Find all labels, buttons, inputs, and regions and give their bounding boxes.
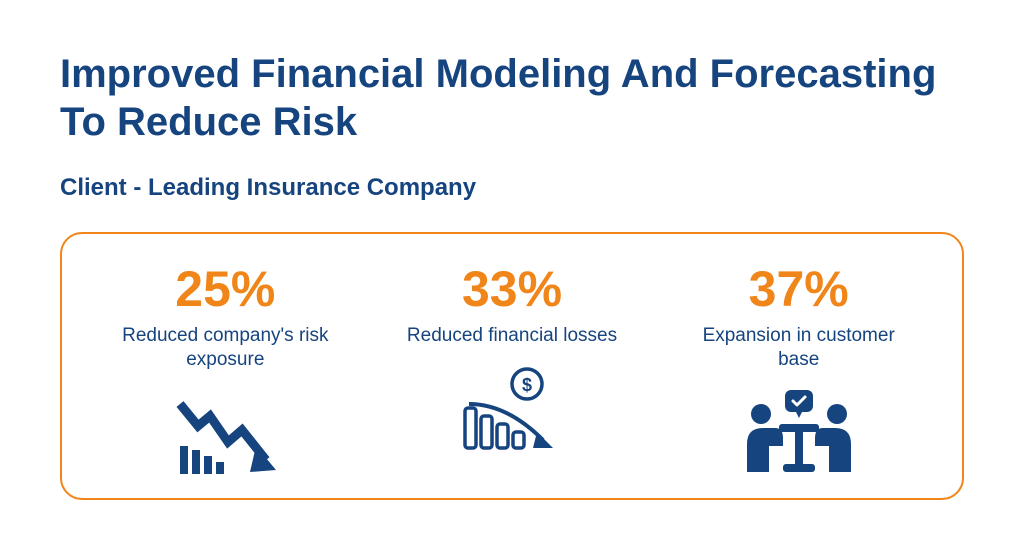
chart-dollar-icon: $ [457, 362, 567, 454]
stat-label: Expansion in customer base [689, 324, 909, 372]
stat-value: 33% [462, 264, 562, 314]
stat-label: Reduced company's risk exposure [115, 324, 335, 372]
meeting-icon [739, 386, 859, 478]
stat-risk-exposure: 25% Reduced company's risk exposure [82, 264, 369, 478]
client-subtitle: Client - Leading Insurance Company [60, 174, 964, 202]
declining-chart-icon [170, 386, 280, 478]
stat-value: 37% [749, 264, 849, 314]
svg-text:$: $ [522, 375, 532, 395]
stat-value: 25% [175, 264, 275, 314]
stat-label: Reduced financial losses [407, 324, 617, 348]
stat-financial-losses: 33% Reduced financial losses $ [369, 264, 656, 454]
stat-customer-base: 37% Expansion in customer base [655, 264, 942, 478]
page-title: Improved Financial Modeling And Forecast… [60, 50, 964, 146]
stats-box: 25% Reduced company's risk exposure 33% … [60, 232, 964, 500]
